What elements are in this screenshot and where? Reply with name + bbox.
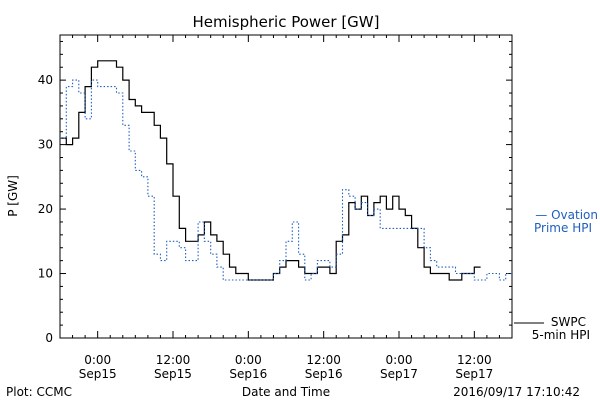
legend-ovation-line2: Prime HPI xyxy=(534,221,592,235)
y-axis-label: P [GW] xyxy=(6,175,20,217)
legend-swpc-line2: 5-min HPI xyxy=(532,328,590,342)
legend-ovation-line1: — Ovation xyxy=(535,208,598,222)
legend-swpc-line1: SWPC xyxy=(551,315,586,329)
x-tick-time-label: 12:00 xyxy=(156,353,191,367)
y-tick-label: 40 xyxy=(38,73,53,87)
x-tick-time-label: 12:00 xyxy=(306,353,341,367)
x-tick-time-label: 0:00 xyxy=(235,353,262,367)
x-tick-time-label: 12:00 xyxy=(457,353,492,367)
footer-center: Date and Time xyxy=(242,385,330,399)
y-axis-ticks: 0 10 20 30 40 xyxy=(38,40,512,345)
x-tick-date-label: Sep15 xyxy=(154,367,192,381)
y-tick-label: 30 xyxy=(38,138,53,152)
x-tick-date-label: Sep17 xyxy=(380,367,418,381)
y-tick-label: 10 xyxy=(38,267,53,281)
y-tick-label: 0 xyxy=(45,331,53,345)
footer-left: Plot: CCMC xyxy=(6,385,72,399)
series-ovation-line xyxy=(60,79,512,281)
series-swpc-line xyxy=(60,60,481,281)
series-layer xyxy=(60,60,512,281)
footer-right: 2016/09/17 17:10:42 xyxy=(453,385,580,399)
x-tick-date-label: Sep16 xyxy=(229,367,267,381)
chart-title: Hemispheric Power [GW] xyxy=(193,13,380,31)
x-tick-time-label: 0:00 xyxy=(84,353,111,367)
x-tick-time-label: 0:00 xyxy=(386,353,413,367)
y-tick-label: 20 xyxy=(38,202,53,216)
x-axis-ticks: 0:00Sep1512:00Sep150:00Sep1612:00Sep160:… xyxy=(59,35,513,381)
x-tick-date-label: Sep17 xyxy=(455,367,493,381)
x-tick-date-label: Sep16 xyxy=(305,367,343,381)
x-tick-date-label: Sep15 xyxy=(79,367,117,381)
